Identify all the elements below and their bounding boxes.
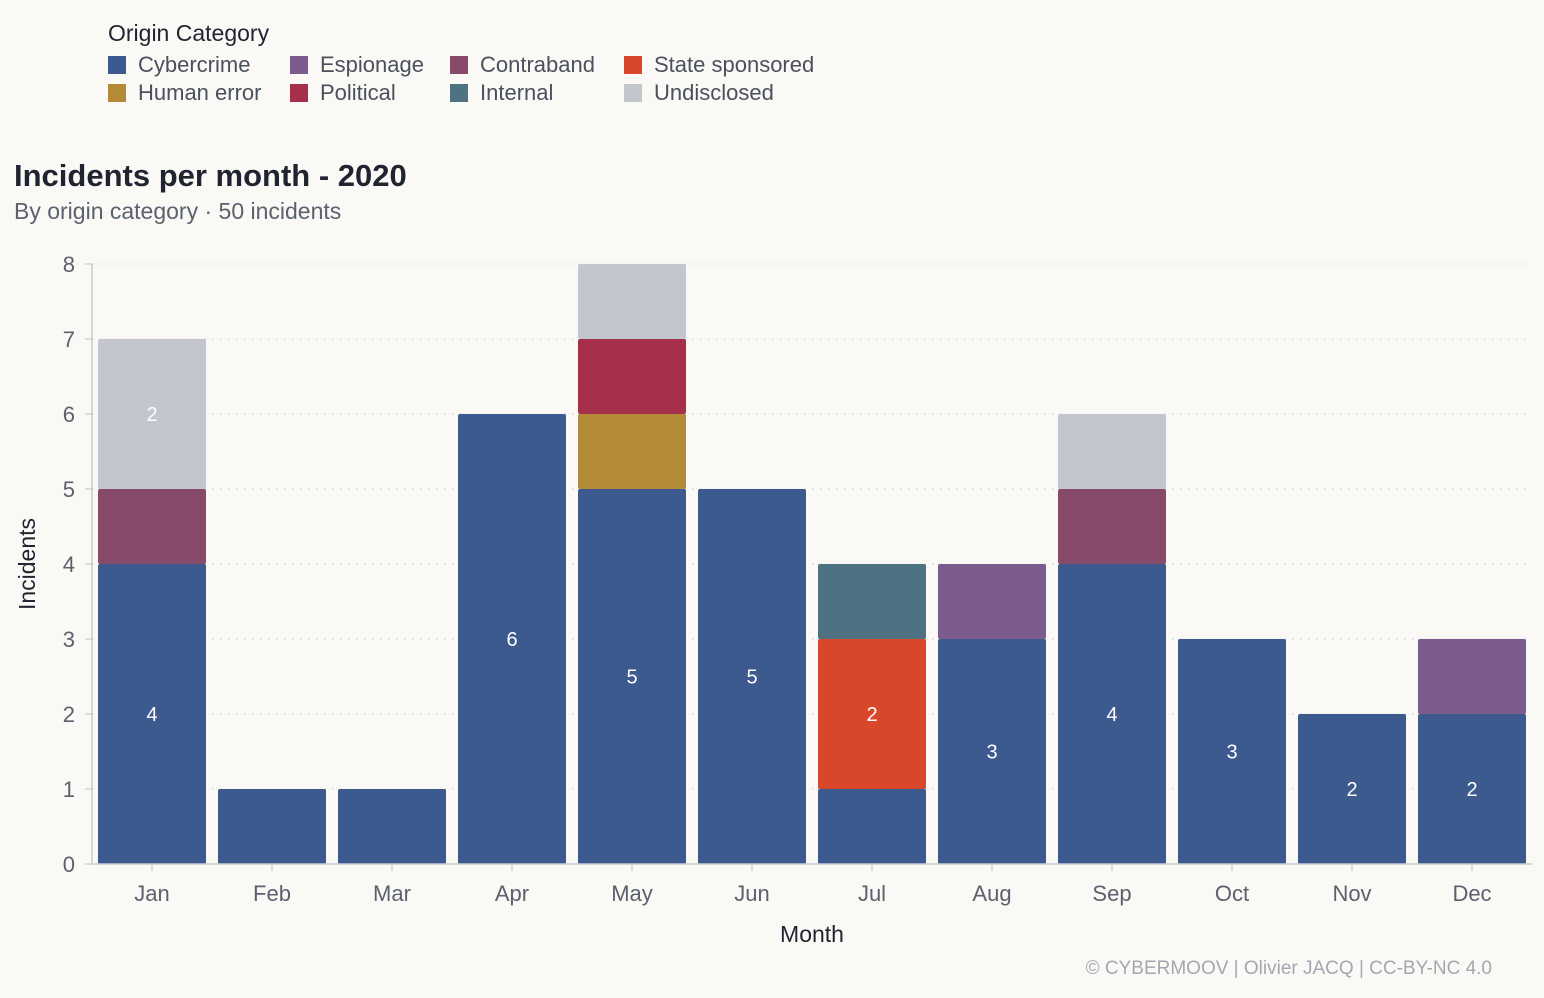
y-axis-label: Incidents (14, 518, 40, 610)
legend-label: Cybercrime (138, 52, 251, 77)
legend-label: Political (320, 80, 396, 105)
data-label: 4 (146, 704, 157, 726)
x-tick-label: Jun (734, 881, 769, 906)
y-tick-label: 2 (63, 702, 75, 727)
bar-aug-cybercrime (938, 639, 1046, 864)
legend-title: Origin Category (108, 20, 270, 46)
chart-subtitle: By origin category · 50 incidents (14, 198, 342, 224)
y-tick-label: 5 (63, 477, 75, 502)
bar-jan-contraband (98, 489, 206, 564)
bar-nov-cybercrime (1298, 714, 1406, 864)
y-tick-label: 0 (63, 852, 75, 877)
data-label: 5 (626, 667, 637, 689)
legend-items: Cybercrime Espionage Contraband State spons… (108, 52, 844, 105)
y-tick-label: 1 (63, 777, 75, 802)
x-tick-label: Mar (373, 881, 411, 906)
bar-aug-espionage (938, 564, 1046, 639)
legend-swatch (108, 56, 126, 74)
data-label: 6 (506, 629, 517, 651)
legend-swatch (450, 56, 468, 74)
bar-jul-state-sponsored (818, 639, 926, 789)
bar-feb-cybercrime (218, 789, 326, 864)
legend-swatch (624, 56, 642, 74)
bar-mar-cybercrime (338, 789, 446, 864)
legend-item-state-sponsored[interactable]: State sponsored (624, 52, 844, 77)
y-tick-label: 4 (63, 552, 75, 577)
legend-item-internal[interactable]: Internal (450, 80, 624, 105)
bar-sep-contraband (1058, 489, 1166, 564)
chart-title: Incidents per month - 2020 (14, 158, 407, 193)
x-tick-label: Nov (1332, 881, 1371, 906)
legend-item-espionage[interactable]: Espionage (290, 52, 450, 77)
legend-swatch (624, 84, 642, 102)
legend-item-political[interactable]: Political (290, 80, 450, 105)
x-tick-label: Aug (972, 881, 1011, 906)
bar-may-undisclosed (578, 264, 686, 339)
bar-sep-cybercrime (1058, 564, 1166, 864)
y-tick-label: 3 (63, 627, 75, 652)
credit-footer: © CYBERMOOV | Olivier JACQ | CC-BY-NC 4.… (1085, 958, 1492, 979)
x-tick-label: Apr (495, 881, 529, 906)
x-tick-label: Jan (134, 881, 169, 906)
y-tick-label: 7 (63, 327, 75, 352)
legend-swatch (108, 84, 126, 102)
data-label: 2 (1466, 779, 1477, 801)
x-axis-label: Month (780, 921, 844, 947)
data-label: 3 (1226, 742, 1237, 764)
bar-jun-cybercrime (698, 489, 806, 864)
bar-jan-cybercrime (98, 564, 206, 864)
bar-dec-espionage (1418, 639, 1526, 714)
legend-label: Undisclosed (654, 80, 774, 105)
bar-may-cybercrime (578, 489, 686, 864)
bar-jul-internal (818, 564, 926, 639)
bar-may-human-error (578, 414, 686, 489)
legend-label: Human error (138, 80, 262, 105)
legend-item-contraband[interactable]: Contraband (450, 52, 624, 77)
data-label: 4 (1106, 704, 1117, 726)
bar-may-political (578, 339, 686, 414)
y-tick-label: 6 (63, 402, 75, 427)
legend-swatch (450, 84, 468, 102)
y-tick-label: 8 (63, 252, 75, 277)
data-label: 3 (986, 742, 997, 764)
bar-apr-cybercrime (458, 414, 566, 864)
data-label: 2 (146, 404, 157, 426)
legend-swatch (290, 56, 308, 74)
legend-label: Contraband (480, 52, 595, 77)
x-tick-label: Oct (1215, 881, 1249, 906)
legend-label: State sponsored (654, 52, 815, 77)
bar-oct-cybercrime (1178, 639, 1286, 864)
x-tick-label: Dec (1452, 881, 1491, 906)
legend-label: Internal (480, 80, 554, 105)
x-tick-label: May (611, 881, 653, 906)
data-label: 2 (1346, 779, 1357, 801)
legend-swatch (290, 84, 308, 102)
bar-sep-undisclosed (1058, 414, 1166, 489)
legend-label: Espionage (320, 52, 424, 77)
data-label: 5 (746, 667, 757, 689)
x-tick-label: Feb (253, 881, 291, 906)
bar-jul-cybercrime (818, 789, 926, 864)
legend-item-cybercrime[interactable]: Cybercrime (108, 52, 290, 77)
bar-jan-undisclosed (98, 339, 206, 489)
data-label: 2 (866, 704, 877, 726)
legend-item-human-error[interactable]: Human error (108, 80, 290, 105)
x-tick-label: Sep (1092, 881, 1131, 906)
legend-item-undisclosed[interactable]: Undisclosed (624, 80, 844, 105)
x-tick-label: Jul (858, 881, 886, 906)
legend: Origin Category Cybercrime Espionage Contr… (108, 20, 844, 105)
bar-dec-cybercrime (1418, 714, 1526, 864)
